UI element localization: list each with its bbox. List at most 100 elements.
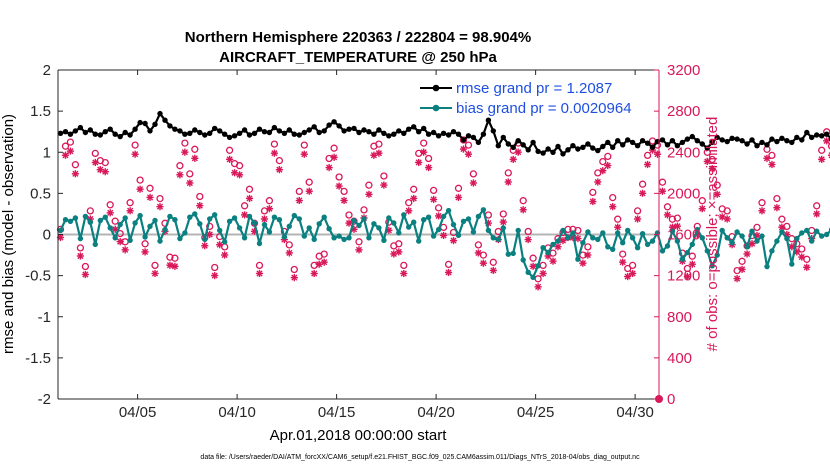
obs-assimilated-point [589,197,597,206]
bias-point [515,227,521,234]
bias-point [460,218,467,224]
obs-assimilated-point [116,238,124,246]
obs-possible-point [360,206,368,214]
left-y-tick-label: -1.5 [25,350,51,367]
obs-assimilated-point [594,178,602,186]
bias-point [87,219,94,225]
bias-point [664,243,671,249]
rmse-point [719,137,725,143]
rmse-point [435,133,442,139]
rmse-point [281,130,288,136]
obs-possible-point [434,204,443,212]
rmse-point [550,149,556,155]
rmse-point [560,151,566,157]
bias-point [470,229,477,235]
bias-point [615,230,621,236]
obs-assimilated-point [191,154,199,162]
right-y-tick-label: 2800 [667,103,700,120]
obs-possible-point [76,244,85,252]
rmse-point [77,124,84,131]
obs-assimilated-point [579,259,587,267]
rmse-point [301,129,307,136]
rmse-point [629,139,636,146]
rmse-point [639,138,646,144]
bias-point [172,217,178,223]
left-y-tick-label: 1.5 [30,103,51,120]
rmse-point [246,132,253,138]
rmse-point [814,132,820,138]
bias-point [620,240,626,246]
rmse-point [366,129,372,135]
rmse-point [266,129,273,136]
obs-assimilated-point [723,215,731,223]
bias-point [819,233,825,239]
bias-point [356,222,362,229]
obs-assimilated-point [698,205,706,213]
bias-point [639,231,646,237]
bias-point [530,274,536,280]
bias-point [789,261,795,267]
obs-assimilated-point [211,271,219,280]
bias-point [127,237,133,243]
bias-point [271,214,278,220]
obs-assimilated-point [629,269,637,278]
rmse-point [381,130,387,136]
obs-assimilated-point [454,193,463,202]
obs-possible-point [171,254,179,262]
bias-point [679,256,686,262]
obs-assimilated-point [126,207,134,215]
rmse-point [222,131,228,137]
bias-point [177,235,183,242]
obs-possible-point [464,141,473,149]
bias-point [167,213,173,220]
bias-point [495,236,501,243]
bias-point [187,214,193,220]
obs-possible-point [614,215,622,223]
obs-assimilated-point [151,269,159,278]
bias-point [769,248,775,254]
obs-possible-point [285,241,293,249]
obs-possible-point [619,250,627,258]
obs-possible-point [111,217,119,225]
obs-assimilated-point [614,223,622,231]
rmse-point [296,132,302,138]
rmse-point [704,145,710,151]
rmse-point [430,129,437,136]
bias-point [525,269,531,275]
bias-point [246,213,253,220]
obs-assimilated-point [430,195,438,204]
rmse-point [256,126,263,132]
rmse-point [575,146,581,152]
rmse-point [709,139,715,146]
obs-possible-point [265,197,274,205]
chart-title-line2: AIRCRAFT_TEMPERATURE @ 250 hPa [219,49,497,66]
rmse-point [460,137,467,143]
obs-possible-point [225,146,234,154]
rmse-point [107,126,113,132]
rmse-point [515,138,521,144]
right-y-tick-label: 2000 [667,185,700,202]
obs-possible-point [698,197,706,205]
x-tick-label: 04/15 [318,404,356,421]
rmse-point [127,132,133,138]
obs-possible-point [211,263,219,272]
x-tick-label: 04/05 [119,404,157,421]
right-y-tick-label: 2400 [667,144,700,161]
obs-assimilated-point [624,272,632,281]
rmse-point [490,128,496,134]
bias-point [649,238,656,244]
obs-assimilated-point [604,161,612,170]
right-y-tick-label: 3200 [667,62,700,79]
obs-possible-point [255,261,264,270]
obs-assimilated-point [743,250,751,258]
bias-point [336,233,342,239]
obs-assimilated-point [489,266,497,274]
obs-possible-point [151,261,159,270]
rmse-point [634,143,641,149]
rmse-point [669,138,676,144]
rmse-point [440,130,447,136]
rmse-point [122,129,128,136]
rmse-point [774,138,780,145]
bias-point [157,238,163,244]
bias-point [824,231,830,238]
